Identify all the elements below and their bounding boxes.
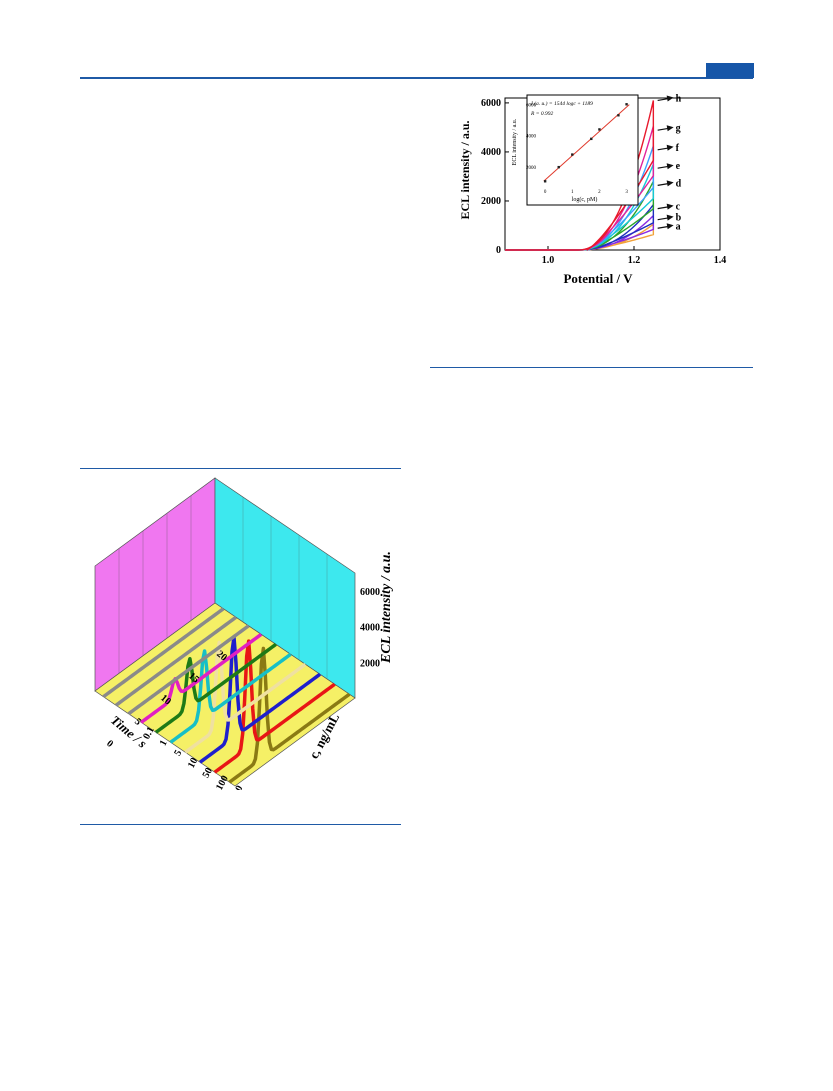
inset-data-point: [625, 103, 628, 106]
z-tick-label: 2000: [360, 658, 380, 669]
page-number-badge: [706, 63, 754, 78]
curve-label: c: [676, 202, 681, 213]
baseline-trace: [102, 607, 225, 699]
concentration-tick-label: 500: [229, 784, 246, 790]
arrowhead: [666, 163, 674, 170]
arrowhead: [666, 223, 674, 230]
header-rule: [80, 77, 753, 79]
baseline-trace: [127, 624, 250, 716]
transient-100: [213, 639, 336, 774]
z-tick-label: 6000: [360, 587, 380, 598]
y-tick-label: 2000: [481, 196, 501, 207]
inset-data-point: [598, 128, 601, 131]
ecl-curve-b: [505, 214, 655, 251]
inset-fit-line: [543, 104, 630, 182]
curve-label: b: [676, 213, 682, 224]
inset-x-label: log(c, pM): [572, 196, 598, 203]
z-tick-label: 4000: [360, 623, 380, 634]
y-axis-label: ECL intensity / a.u.: [458, 120, 472, 219]
concentration-tick-label: 50: [201, 766, 215, 780]
y-tick-label: 4000: [481, 147, 501, 158]
inset-x-tick-label: 3: [625, 190, 628, 195]
time-tick-label: 5: [132, 716, 143, 728]
x-tick-label: 1.2: [628, 255, 641, 266]
inset-x-tick-label: 1: [571, 190, 574, 195]
transient-10: [184, 640, 307, 754]
baseline-trace: [114, 615, 238, 707]
inset-data-point: [571, 153, 574, 156]
arrowhead: [666, 125, 674, 132]
arrowhead: [666, 144, 674, 151]
figure-rule: [80, 468, 401, 470]
floor-plane: [94, 602, 356, 787]
figure-rule: [80, 824, 401, 826]
inset-x-tick-label: 2: [598, 190, 601, 195]
y-tick-label: 6000: [481, 98, 501, 109]
transient-5: [169, 649, 292, 744]
inset-y-tick-label: 2000: [526, 166, 537, 171]
concentration-tick-label: 10: [186, 756, 200, 770]
transient-50: [198, 635, 322, 764]
time-tick-label: 0: [104, 738, 115, 750]
arrowhead: [666, 95, 674, 102]
concentration-tick-label: 5: [172, 748, 184, 758]
arrowhead: [666, 203, 674, 210]
curve-label: h: [676, 93, 682, 104]
curve-label: g: [676, 123, 681, 134]
transient-500: [228, 646, 351, 784]
inset-y-tick-label: 4000: [526, 135, 537, 140]
concentration-tick-label: 0.1: [141, 725, 157, 741]
arrowhead: [666, 180, 674, 187]
curve-label: e: [676, 161, 681, 172]
inset-r-value: R = 0.992: [530, 111, 553, 117]
x-axis-label: Potential / V: [563, 271, 633, 286]
z-axis-label: ECL intensity / a.u.: [379, 551, 394, 664]
inset-x-tick-label: 0: [544, 190, 547, 195]
inset-y-tick-label: 6000: [526, 103, 537, 108]
curve-label: f: [676, 143, 680, 154]
inset-data-point: [557, 165, 560, 169]
inset-equation: I (a. u.) = 1544 logc + 1189: [530, 100, 593, 107]
arrowhead: [666, 214, 674, 221]
transient-1: [154, 642, 277, 734]
curve-label: a: [676, 221, 681, 232]
inset-data-point: [543, 180, 547, 183]
curve-label: d: [676, 178, 682, 189]
concentration-tick-label: 1: [158, 738, 170, 748]
x-tick-label: 1.0: [542, 255, 555, 266]
y-tick-label: 0: [496, 245, 501, 256]
inset-data-point: [590, 137, 593, 141]
ecl-curve-h: [505, 100, 655, 251]
inset-data-point: [617, 114, 620, 117]
inset-y-label: ECL intensity / a.u.: [512, 118, 518, 165]
x-tick-label: 1.4: [714, 255, 727, 266]
transient-0.1: [140, 632, 263, 724]
figure-rule: [430, 367, 753, 369]
concentration-tick-label: 100: [214, 774, 231, 790]
